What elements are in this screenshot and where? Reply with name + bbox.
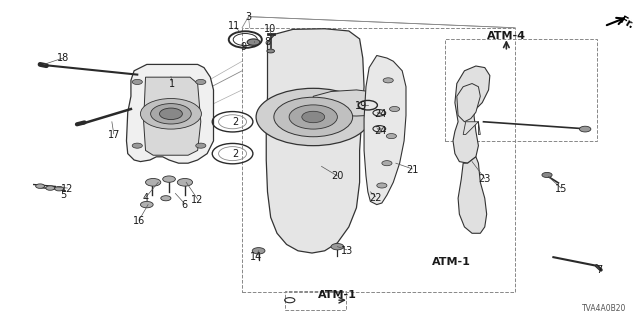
Polygon shape [457, 84, 481, 122]
Polygon shape [453, 66, 490, 163]
Text: 11: 11 [228, 21, 241, 31]
Circle shape [331, 244, 344, 250]
Circle shape [196, 143, 206, 148]
Circle shape [252, 248, 265, 254]
Text: TVA4A0B20: TVA4A0B20 [582, 304, 627, 313]
Text: 6: 6 [182, 200, 188, 210]
Circle shape [382, 161, 392, 166]
Bar [445, 39, 596, 141]
Text: 9: 9 [240, 42, 246, 52]
Circle shape [140, 99, 202, 129]
Bar [242, 28, 515, 292]
Polygon shape [364, 55, 406, 204]
Text: Fr.: Fr. [618, 15, 636, 31]
Text: 14: 14 [250, 252, 262, 262]
Text: 1: 1 [169, 78, 175, 89]
Circle shape [163, 176, 175, 182]
Text: ATM-1: ATM-1 [432, 257, 471, 267]
Text: 22: 22 [369, 193, 381, 203]
Text: 24: 24 [374, 109, 387, 119]
Polygon shape [458, 157, 486, 233]
Circle shape [36, 184, 45, 188]
Text: ATM-1: ATM-1 [318, 291, 357, 300]
Text: 24: 24 [374, 126, 387, 136]
Circle shape [132, 143, 142, 148]
Circle shape [161, 196, 171, 201]
Circle shape [247, 39, 260, 45]
Circle shape [579, 126, 591, 132]
Circle shape [267, 49, 275, 53]
Circle shape [46, 186, 54, 190]
Text: ATM-4: ATM-4 [487, 31, 526, 41]
Text: 10: 10 [264, 24, 276, 34]
Text: 12: 12 [191, 195, 204, 205]
Circle shape [145, 179, 161, 186]
Circle shape [387, 133, 396, 139]
Text: 21: 21 [406, 164, 419, 174]
Circle shape [54, 187, 63, 191]
Circle shape [140, 201, 153, 208]
Text: 16: 16 [133, 216, 145, 226]
Circle shape [377, 183, 387, 188]
Polygon shape [143, 77, 201, 155]
Polygon shape [313, 90, 377, 116]
Polygon shape [266, 29, 364, 253]
Circle shape [196, 79, 206, 84]
Circle shape [390, 107, 399, 112]
Text: 2: 2 [232, 148, 239, 159]
Circle shape [377, 112, 382, 114]
Circle shape [274, 97, 353, 137]
Text: 2: 2 [232, 117, 239, 127]
Circle shape [150, 104, 191, 124]
Text: 3: 3 [245, 12, 252, 22]
Circle shape [132, 79, 142, 84]
Circle shape [177, 179, 193, 186]
Text: 4: 4 [143, 193, 148, 203]
Text: 18: 18 [57, 53, 69, 63]
Polygon shape [127, 64, 214, 163]
Text: 17: 17 [108, 130, 120, 140]
Text: 20: 20 [331, 171, 344, 181]
Circle shape [302, 111, 324, 123]
Circle shape [542, 172, 552, 178]
Circle shape [383, 78, 394, 83]
Polygon shape [463, 122, 481, 134]
Text: 13: 13 [340, 246, 353, 256]
Text: 8: 8 [264, 37, 271, 47]
Circle shape [377, 127, 382, 130]
Bar [285, 291, 346, 310]
Text: 7: 7 [596, 265, 602, 275]
Circle shape [289, 105, 337, 129]
Text: 5: 5 [60, 190, 66, 200]
Circle shape [159, 108, 182, 120]
Circle shape [256, 88, 371, 146]
Text: 23: 23 [479, 174, 491, 184]
Text: 19: 19 [355, 101, 367, 111]
Text: 15: 15 [555, 184, 567, 194]
Text: 12: 12 [61, 184, 74, 194]
